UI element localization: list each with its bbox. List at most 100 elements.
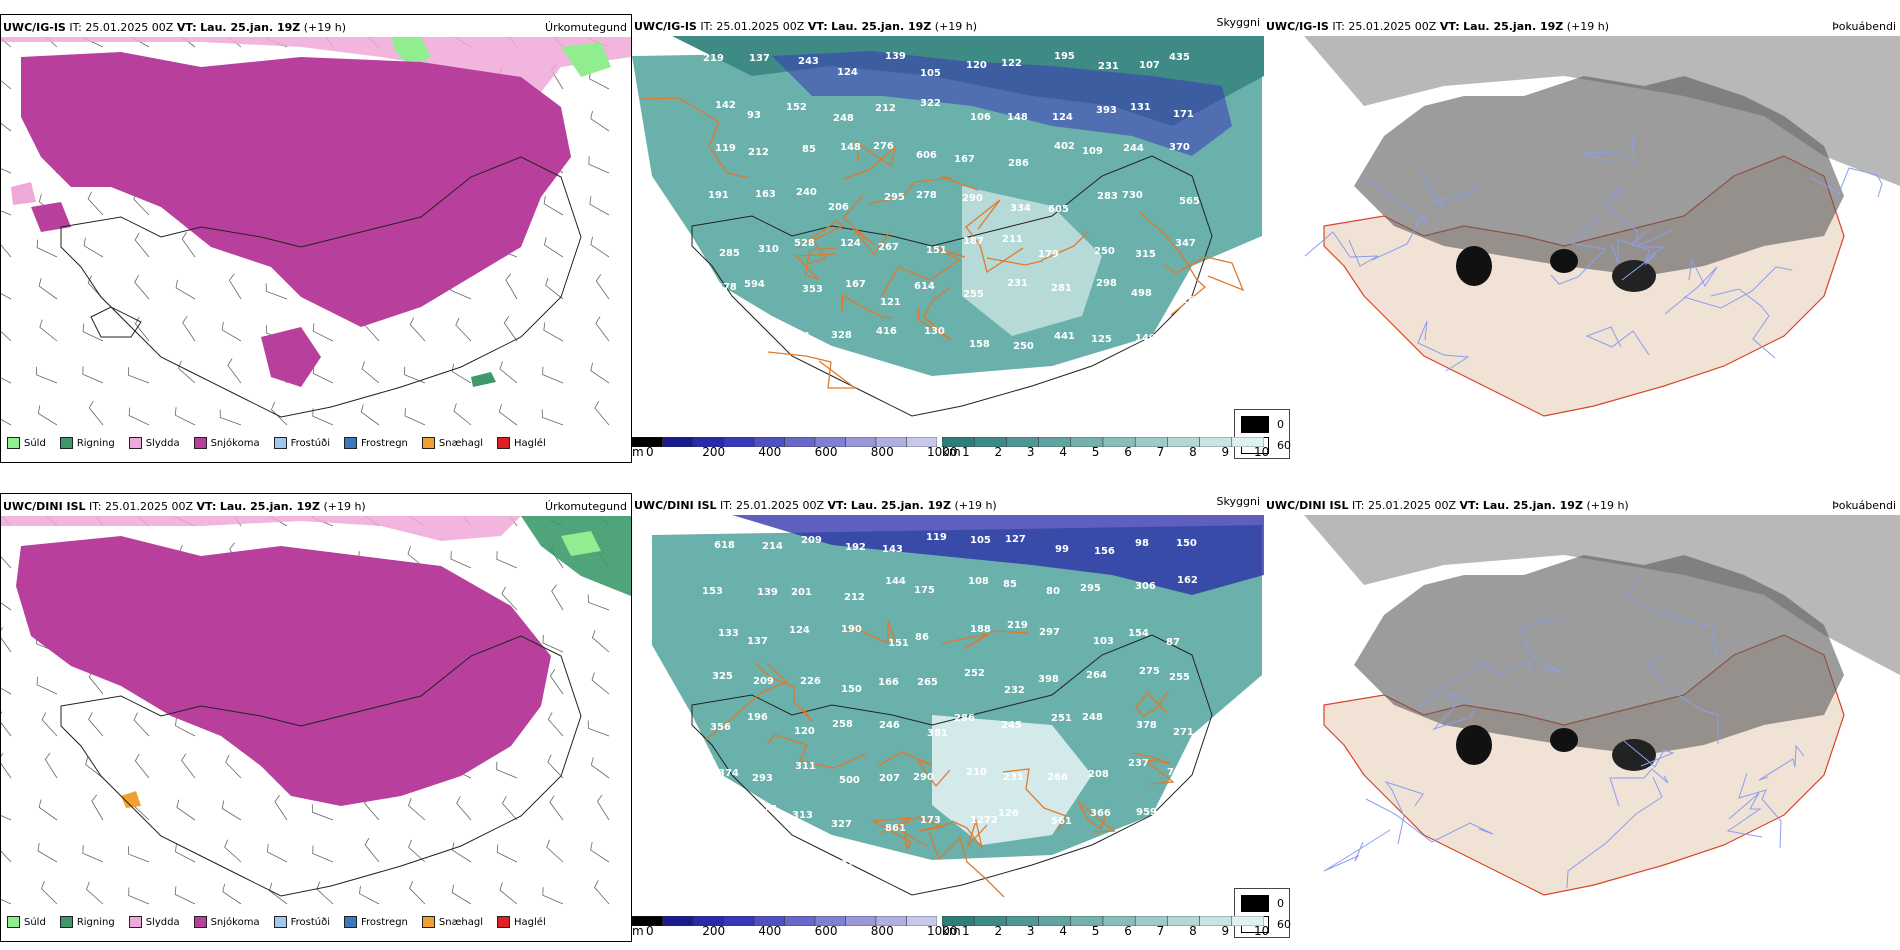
wind-barb bbox=[544, 237, 564, 258]
legend-item: Frostregn bbox=[344, 437, 408, 449]
ceiling-value-label: 188 bbox=[970, 624, 991, 635]
wind-barb bbox=[404, 407, 426, 426]
road-line bbox=[1625, 570, 1718, 657]
fog-panel-top: UWC/IG-IS IT: 25.01.2025 00Z VT: Lau. 25… bbox=[1234, 14, 1900, 463]
precip-legend: Súld Rigning Slydda Snjókoma Frostúði Fr… bbox=[7, 916, 546, 928]
road-line bbox=[1365, 798, 1494, 843]
road-line bbox=[842, 195, 891, 256]
ceiling-value-label: 232 bbox=[1004, 685, 1025, 696]
legend-item: Frostúði bbox=[273, 916, 330, 928]
wind-barb bbox=[312, 323, 334, 342]
ceiling-value-label: 278 bbox=[716, 282, 737, 293]
road-line bbox=[1417, 320, 1470, 372]
wind-barb bbox=[266, 843, 288, 863]
visibility-panel-top: UWC/IG-IS IT: 25.01.2025 00Z VT: Lau. 25… bbox=[632, 14, 1264, 463]
road-line bbox=[1605, 185, 1673, 247]
wind-barb bbox=[39, 319, 58, 342]
precip-type-panel-top: UWC/IG-IS IT: 25.01.2025 00Z VT: Lau. 25… bbox=[0, 14, 632, 463]
ceiling-value-label: 219 bbox=[703, 53, 724, 64]
ceiling-value-label: 384 bbox=[789, 331, 810, 342]
ceiling-value-label: 366 bbox=[1090, 808, 1111, 819]
ceiling-value-label: 730 bbox=[1122, 190, 1143, 201]
ceiling-value-label: 293 bbox=[752, 773, 773, 784]
wind-barb bbox=[1, 687, 12, 695]
road-line bbox=[842, 140, 897, 180]
wind-barb bbox=[45, 37, 58, 48]
wind-barb bbox=[543, 322, 564, 342]
colorbar-segment bbox=[906, 916, 937, 926]
wind-barb bbox=[595, 316, 610, 342]
wind-barb bbox=[134, 232, 150, 258]
colorbar-tick-label: 0 bbox=[646, 445, 654, 459]
road-line bbox=[796, 220, 845, 265]
legend-item: Rigning bbox=[59, 437, 115, 449]
ceiling-value-label: 311 bbox=[795, 761, 816, 772]
ceiling-value-label: 127 bbox=[1005, 534, 1026, 545]
wind-barb bbox=[409, 317, 426, 342]
fog-panel-bottom: UWC/DINI ISL IT: 25.01.2025 00Z VT: Lau.… bbox=[1234, 493, 1900, 942]
ceiling-value-label: 119 bbox=[715, 143, 736, 154]
colorbar-tick-label: 0 bbox=[646, 924, 654, 938]
ceiling-value-label: 327 bbox=[831, 819, 852, 830]
road-line bbox=[1363, 177, 1430, 261]
ceiling-value-label: 156 bbox=[1094, 546, 1115, 557]
colorbar-tick-label: 4 bbox=[1059, 924, 1067, 938]
ceiling-value-label: 107 bbox=[1139, 60, 1160, 71]
wind-barb bbox=[541, 409, 564, 426]
ceiling-value-label: 86 bbox=[915, 632, 929, 643]
road-line bbox=[1621, 228, 1657, 281]
road-line bbox=[1664, 258, 1718, 315]
wind-barb bbox=[41, 712, 58, 737]
ceiling-value-label: 125 bbox=[1091, 334, 1112, 345]
road-line bbox=[1609, 768, 1669, 807]
ceiling-value-label: 231 bbox=[1007, 278, 1028, 289]
wind-barb bbox=[133, 712, 150, 737]
ceiling-value-label: 276 bbox=[873, 141, 894, 152]
colorbar-tick-label: 200 bbox=[702, 924, 726, 938]
wind-barb bbox=[542, 887, 564, 905]
wind-barb bbox=[588, 156, 610, 174]
ceiling-value-label: 154 bbox=[1128, 628, 1149, 639]
wind-barb bbox=[549, 669, 564, 695]
ceiling-unit: m bbox=[632, 445, 644, 459]
wind-barb bbox=[227, 358, 242, 384]
visibility-map: 618 214 209 192 143 119 105 127 99 156 98 150 153 139… bbox=[632, 515, 1264, 915]
road-line bbox=[1758, 744, 1805, 781]
wind-barb bbox=[543, 195, 564, 216]
wind-barb bbox=[1, 293, 12, 300]
ceiling-value-label: 164 bbox=[1181, 295, 1202, 306]
ceiling-value-label: 139 bbox=[757, 587, 778, 598]
colorbar-tick-label: 3 bbox=[1026, 924, 1035, 938]
colorbar-tick-label: 200 bbox=[702, 445, 726, 459]
road-line bbox=[965, 199, 1024, 274]
ceiling-value-label: 310 bbox=[758, 244, 779, 255]
ceiling-value-label: 959 bbox=[1136, 807, 1157, 818]
road-line bbox=[704, 663, 789, 741]
wind-barb bbox=[1, 711, 12, 737]
ceiling-value-label: 151 bbox=[888, 638, 909, 649]
colorbar-tick-label: 600 bbox=[814, 445, 838, 459]
legend-item: Súld bbox=[7, 437, 46, 449]
ceiling-value-label: 243 bbox=[798, 56, 819, 67]
ceiling-value-label: 565 bbox=[1179, 196, 1200, 207]
ceiling-value-label: 244 bbox=[1123, 143, 1144, 154]
ceiling-value-label: 295 bbox=[884, 192, 905, 203]
ceiling-value-label: 313 bbox=[792, 810, 813, 821]
ceiling-value-label: 167 bbox=[954, 154, 975, 165]
road-line bbox=[1610, 239, 1666, 264]
ceiling-value-label: 500 bbox=[839, 775, 860, 786]
colorbar-tick-label: 9 bbox=[1221, 924, 1230, 938]
wind-barb bbox=[221, 800, 242, 821]
precip-type-map bbox=[1, 516, 631, 916]
ceiling-value-label: 231 bbox=[1098, 61, 1119, 72]
wind-barb bbox=[451, 884, 472, 905]
ceiling-value-label: 226 bbox=[800, 676, 821, 687]
ceiling-value-label: 347 bbox=[1175, 238, 1196, 249]
road-line bbox=[1135, 690, 1169, 717]
road-line bbox=[845, 620, 896, 644]
ceiling-value-label: 290 bbox=[913, 772, 934, 783]
wind-barb bbox=[311, 804, 334, 821]
legend-item: Frostúði bbox=[273, 437, 330, 449]
wind-barb bbox=[589, 196, 610, 216]
ceiling-value-label: 98 bbox=[1135, 538, 1149, 549]
